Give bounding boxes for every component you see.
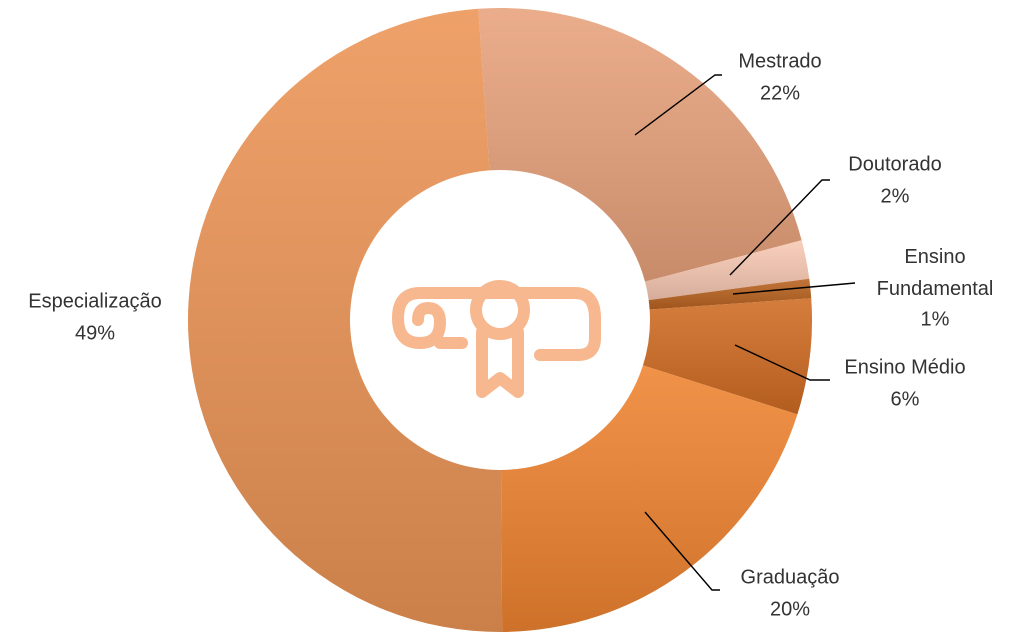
leader-line (644, 511, 720, 591)
category-label: Ensino Fundamental (877, 246, 994, 300)
slice-shade (642, 298, 812, 415)
category-label: Especialização (28, 290, 161, 312)
leader-line (729, 179, 830, 276)
value-label: 20% (770, 598, 810, 620)
slice-shade (188, 8, 503, 633)
leader-line (634, 74, 722, 136)
leader-line (734, 344, 830, 381)
slice-shade (648, 278, 812, 310)
category-label: Mestrado (738, 50, 821, 72)
label-line: Ensino (904, 246, 965, 268)
category-label: Doutorado (848, 153, 941, 175)
value-label: 2% (881, 185, 910, 207)
slice-shade (645, 240, 810, 301)
category-label: Ensino Médio (844, 356, 965, 378)
diploma-icon (392, 280, 601, 398)
slice-shade (501, 365, 798, 632)
value-label: 1% (921, 308, 950, 330)
value-label: 49% (75, 322, 115, 344)
slice-shade (478, 8, 802, 282)
label-line: Fundamental (877, 278, 994, 300)
value-label: 6% (891, 388, 920, 410)
category-label: Graduação (741, 566, 840, 588)
value-label: 22% (760, 82, 800, 104)
leader-line (732, 282, 856, 295)
